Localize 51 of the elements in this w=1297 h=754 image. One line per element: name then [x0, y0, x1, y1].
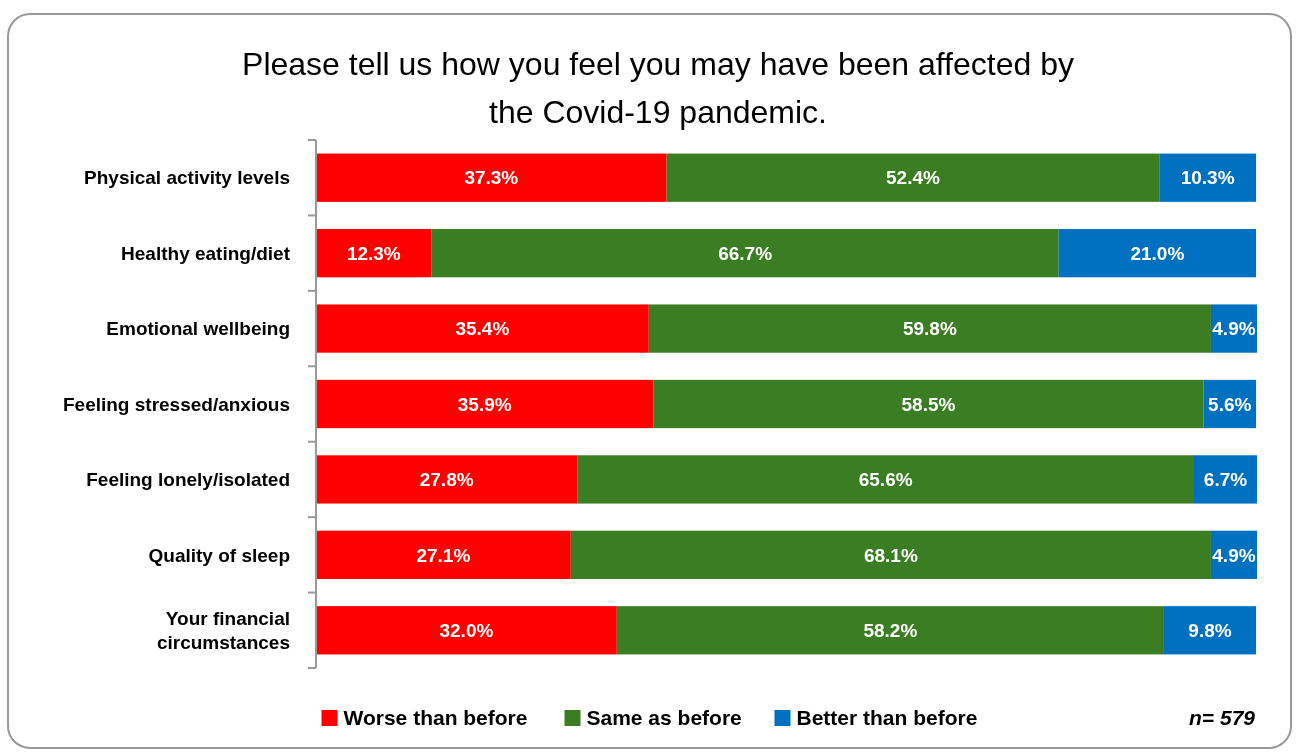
bar	[1159, 153, 1257, 202]
bar	[316, 606, 617, 655]
y-tick-label: Healthy eating/diet	[121, 242, 291, 264]
bar	[431, 229, 1059, 278]
y-tick-label: Feeling lonely/isolated	[86, 469, 290, 491]
chart-title: Please tell us how you feel you may have been affected by the Covid-19 pandemic.	[242, 46, 1074, 130]
bar	[316, 153, 667, 202]
data-label: 32.0%	[439, 619, 494, 641]
bar	[577, 455, 1195, 504]
legend-label: Better than before	[796, 706, 978, 730]
data-label: 9.8%	[1188, 619, 1232, 641]
data-label: 12.3%	[346, 242, 401, 264]
data-label: 35.9%	[457, 393, 512, 415]
text: n= 579	[1189, 706, 1256, 730]
data-label: 37.3%	[464, 167, 519, 189]
data-label: 58.2%	[863, 619, 918, 641]
data-label: 10.3%	[1180, 167, 1235, 189]
legend-label: Worse than before	[343, 706, 528, 730]
bar	[316, 530, 571, 579]
y-tick-label: Your financial circumstances	[156, 607, 290, 653]
data-label: 21.0%	[1130, 242, 1185, 264]
data-label: 59.8%	[902, 318, 957, 340]
bar	[666, 153, 1160, 202]
bar	[1163, 606, 1257, 655]
bar	[316, 229, 432, 278]
bar	[616, 606, 1164, 655]
data-label: 52.4%	[886, 167, 940, 189]
bar	[648, 304, 1211, 353]
bar	[570, 530, 1211, 579]
data-label: 4.9%	[1212, 544, 1256, 566]
data-label: 65.6%	[858, 469, 913, 491]
y-tick-label: Quality of sleep	[148, 544, 290, 566]
y-tick-label: Physical activity levels	[84, 167, 290, 189]
data-label: 4.9%	[1212, 318, 1256, 340]
bar	[316, 304, 649, 353]
legend-label: Same as before	[586, 706, 742, 730]
bar	[316, 455, 578, 504]
bar	[1194, 455, 1257, 504]
y-tick-label: Emotional wellbeing	[106, 318, 290, 340]
bar	[1058, 229, 1257, 278]
bar	[653, 379, 1204, 429]
data-label: 27.1%	[416, 544, 471, 566]
data-label: 35.4%	[455, 318, 510, 340]
data-label: 5.6%	[1208, 393, 1252, 415]
data-label: 6.7%	[1203, 469, 1248, 491]
data-label: 68.1%	[863, 544, 918, 566]
data-label: 27.8%	[419, 469, 474, 491]
data-label: 66.7%	[718, 242, 773, 264]
y-tick-label: Feeling stressed/anxious	[62, 393, 290, 415]
bar	[316, 379, 654, 429]
data-label: 58.5%	[901, 393, 956, 415]
